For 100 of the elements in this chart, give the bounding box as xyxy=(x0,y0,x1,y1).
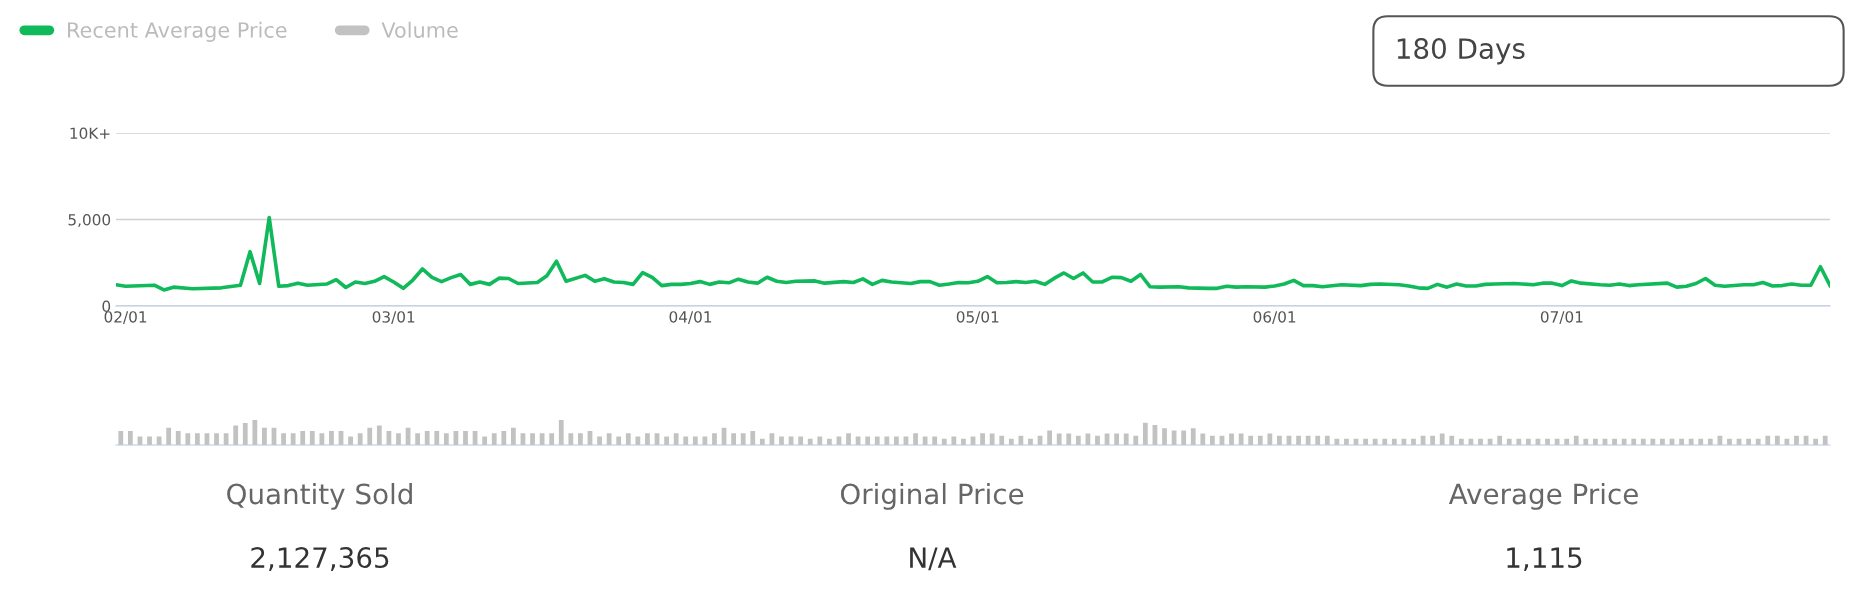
bar xyxy=(692,436,698,445)
bar xyxy=(1717,435,1723,445)
bar xyxy=(1573,435,1579,445)
bar xyxy=(242,423,248,445)
bar xyxy=(597,436,602,445)
bar xyxy=(568,433,574,445)
bar xyxy=(1296,435,1301,445)
bar xyxy=(664,436,669,445)
bar xyxy=(281,433,286,445)
bar xyxy=(1439,433,1445,445)
bar xyxy=(329,431,334,445)
bar xyxy=(683,436,689,445)
bar xyxy=(1430,435,1436,445)
bar xyxy=(989,433,995,445)
bar xyxy=(214,433,219,445)
bar xyxy=(884,436,890,445)
bar xyxy=(874,436,880,445)
bar xyxy=(750,431,756,445)
bar xyxy=(558,420,564,445)
text: 180 Days xyxy=(1397,38,1525,65)
y-tick-label: 5,000 xyxy=(68,213,111,228)
bar xyxy=(702,436,708,445)
bar xyxy=(290,433,296,445)
x-tick-label: 06/01 xyxy=(1253,311,1296,324)
bar xyxy=(396,433,401,445)
bar xyxy=(798,436,804,445)
bar xyxy=(319,433,325,445)
y-tick-label: 10K+ xyxy=(70,127,110,140)
bar xyxy=(578,433,583,445)
bar xyxy=(1190,428,1196,445)
bar xyxy=(348,436,353,445)
bar xyxy=(712,433,717,445)
bar xyxy=(1238,433,1244,445)
bar xyxy=(1181,430,1187,445)
text: N/A xyxy=(910,547,957,571)
bar xyxy=(185,433,191,445)
text: Average Price xyxy=(1448,482,1638,510)
bar xyxy=(1123,433,1129,445)
bar xyxy=(779,436,784,445)
bar xyxy=(127,431,133,445)
bar xyxy=(1305,435,1311,445)
bar xyxy=(118,431,124,445)
bar xyxy=(1018,435,1024,445)
bar xyxy=(262,427,267,445)
bar xyxy=(846,433,851,445)
bar xyxy=(606,433,612,445)
x-tick-label: 04/01 xyxy=(669,311,712,324)
bar xyxy=(635,436,641,445)
bar xyxy=(616,436,622,445)
x-tick-label: 07/01 xyxy=(1540,311,1583,324)
bar xyxy=(1277,435,1282,445)
bar xyxy=(434,431,440,445)
bar xyxy=(175,431,181,445)
bar xyxy=(1267,433,1273,445)
bar xyxy=(865,436,871,445)
bar xyxy=(980,433,985,445)
bar xyxy=(482,436,488,445)
bar xyxy=(367,427,373,445)
bar xyxy=(740,433,746,445)
bar xyxy=(1095,435,1100,445)
bar xyxy=(673,433,679,445)
bar xyxy=(1200,433,1206,445)
text: 1,115 xyxy=(1507,547,1582,571)
y-tick-label: 0 xyxy=(102,300,111,313)
bar xyxy=(932,436,938,445)
legend-label: Recent Average Price xyxy=(68,21,287,42)
bar xyxy=(166,427,172,445)
bar xyxy=(1075,435,1081,445)
bar xyxy=(1114,433,1120,445)
bar xyxy=(443,433,449,445)
legend-label: Volume xyxy=(381,21,458,38)
bar xyxy=(463,431,468,445)
x-tick-label: 05/01 xyxy=(956,311,999,324)
bar xyxy=(300,431,306,445)
bar xyxy=(501,431,507,445)
bar xyxy=(233,425,239,445)
x-tick-label: 02/01 xyxy=(104,311,147,324)
bar xyxy=(223,433,229,445)
text: 2,127,365 xyxy=(251,547,389,571)
bar xyxy=(147,436,152,445)
bar xyxy=(1142,422,1148,445)
bar xyxy=(1794,435,1799,445)
bar xyxy=(549,433,555,445)
text: Original Price xyxy=(840,482,1024,510)
bar xyxy=(530,433,535,445)
bar xyxy=(1248,435,1254,445)
bar xyxy=(376,425,382,445)
bar xyxy=(415,433,421,445)
x-tick-label: 03/01 xyxy=(372,311,415,324)
bar xyxy=(731,433,737,445)
bar xyxy=(510,427,516,445)
bar xyxy=(1324,435,1330,445)
bar xyxy=(913,433,918,445)
bar xyxy=(951,436,957,445)
bar xyxy=(357,433,363,445)
bar xyxy=(1229,433,1234,445)
bar xyxy=(424,431,430,445)
bar xyxy=(999,435,1005,445)
bar xyxy=(1047,430,1052,445)
bar xyxy=(1257,435,1263,445)
